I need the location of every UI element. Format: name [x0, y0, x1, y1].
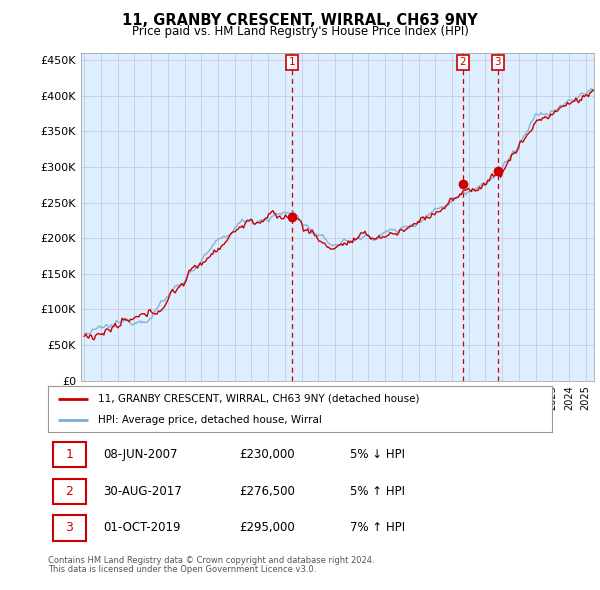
Text: 11, GRANBY CRESCENT, WIRRAL, CH63 9NY (detached house): 11, GRANBY CRESCENT, WIRRAL, CH63 9NY (d…	[98, 394, 420, 404]
FancyBboxPatch shape	[53, 478, 86, 504]
Text: Contains HM Land Registry data © Crown copyright and database right 2024.: Contains HM Land Registry data © Crown c…	[48, 556, 374, 565]
Text: £230,000: £230,000	[239, 448, 295, 461]
Text: 5% ↓ HPI: 5% ↓ HPI	[350, 448, 406, 461]
Text: £295,000: £295,000	[239, 522, 295, 535]
Text: 3: 3	[65, 522, 73, 535]
FancyBboxPatch shape	[53, 515, 86, 540]
Text: 08-JUN-2007: 08-JUN-2007	[103, 448, 178, 461]
Text: 3: 3	[494, 57, 501, 67]
Text: 2: 2	[460, 57, 466, 67]
Text: 2: 2	[65, 484, 73, 498]
Text: HPI: Average price, detached house, Wirral: HPI: Average price, detached house, Wirr…	[98, 415, 322, 425]
Text: 1: 1	[289, 57, 296, 67]
Text: 5% ↑ HPI: 5% ↑ HPI	[350, 484, 406, 498]
Text: 01-OCT-2019: 01-OCT-2019	[103, 522, 181, 535]
FancyBboxPatch shape	[53, 442, 86, 467]
Text: 11, GRANBY CRESCENT, WIRRAL, CH63 9NY: 11, GRANBY CRESCENT, WIRRAL, CH63 9NY	[122, 13, 478, 28]
Text: Price paid vs. HM Land Registry's House Price Index (HPI): Price paid vs. HM Land Registry's House …	[131, 25, 469, 38]
Text: 7% ↑ HPI: 7% ↑ HPI	[350, 522, 406, 535]
Text: £276,500: £276,500	[239, 484, 295, 498]
Text: 1: 1	[65, 448, 73, 461]
Text: This data is licensed under the Open Government Licence v3.0.: This data is licensed under the Open Gov…	[48, 565, 316, 574]
Text: 30-AUG-2017: 30-AUG-2017	[103, 484, 182, 498]
